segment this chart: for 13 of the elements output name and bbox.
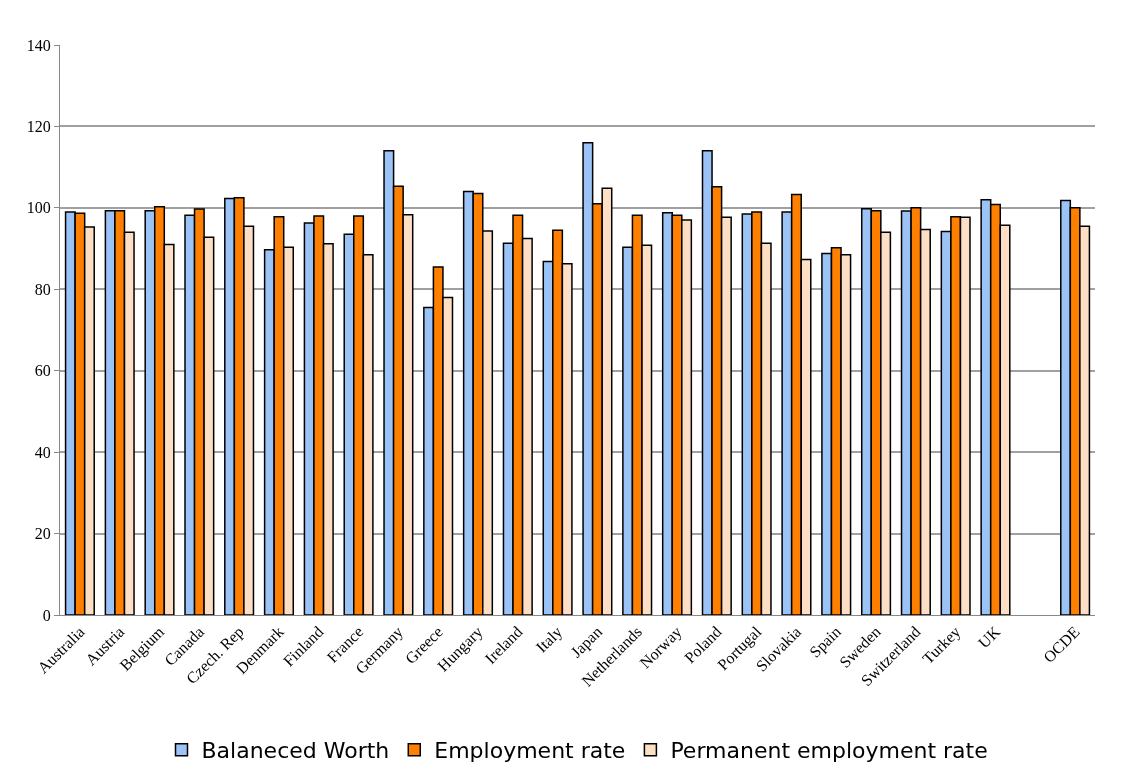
y-tick-label: 60 bbox=[34, 362, 51, 380]
x-tick-label: Italy bbox=[532, 622, 567, 657]
legend-label: Permanent employment rate bbox=[670, 738, 988, 764]
y-tick-label: 0 bbox=[42, 606, 51, 624]
y-tick-label: 80 bbox=[34, 280, 51, 298]
y-tick-label: 140 bbox=[26, 36, 51, 54]
y-tick-label: 100 bbox=[26, 199, 51, 217]
y-tick-label: 40 bbox=[34, 443, 51, 461]
y-tick-label: 120 bbox=[26, 118, 51, 136]
legend-label: Employment rate bbox=[434, 738, 626, 764]
legend-label: Balaneced Worth bbox=[201, 738, 390, 764]
x-tick-label: UK bbox=[974, 622, 1004, 652]
y-tick-label: 20 bbox=[34, 525, 51, 543]
